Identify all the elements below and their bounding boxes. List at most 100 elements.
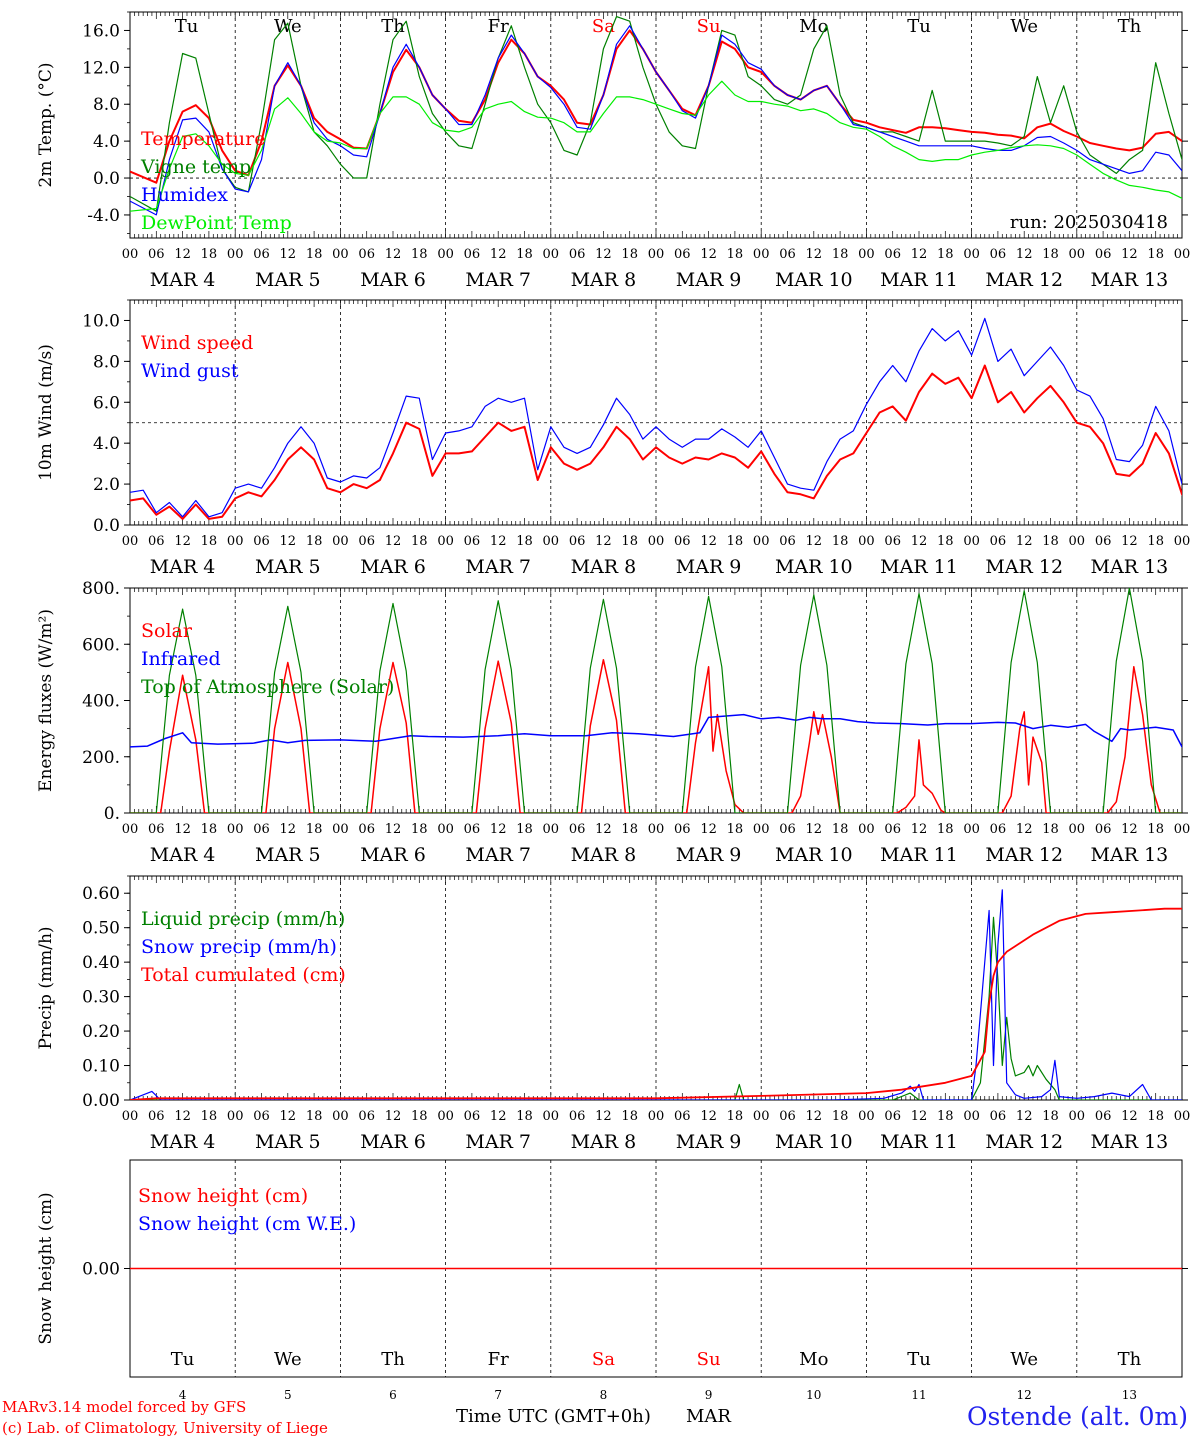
hour-label: 06: [569, 247, 586, 262]
y-tick-label: 400.: [82, 692, 120, 712]
hour-label: 12: [595, 534, 612, 549]
hour-label: 18: [1042, 1109, 1059, 1124]
hour-label: 00: [227, 1109, 244, 1124]
hour-label: 18: [306, 534, 323, 549]
date-label: MAR 4: [150, 1131, 216, 1153]
hour-label: 12: [700, 1109, 717, 1124]
hour-label: 00: [648, 822, 665, 837]
hour-label: 06: [674, 247, 691, 262]
date-label: MAR 11: [880, 269, 958, 291]
hour-label: 18: [1042, 822, 1059, 837]
hour-label: 06: [148, 534, 165, 549]
hour-label: 18: [937, 822, 954, 837]
hour-ticks: [129, 588, 1183, 813]
hour-label: 00: [1069, 247, 1086, 262]
date-label: MAR 5: [255, 844, 321, 866]
hour-label: 18: [727, 247, 744, 262]
weekday-label: Su: [697, 1349, 721, 1370]
date-label: MAR 11: [880, 1131, 958, 1153]
date-label: MAR 4: [150, 844, 216, 866]
hour-label: 12: [280, 1109, 297, 1124]
date-label: MAR 7: [465, 844, 531, 866]
hour-label: 06: [674, 822, 691, 837]
hour-label: 12: [1016, 822, 1033, 837]
day-number-label: 11: [911, 1388, 926, 1402]
y-tick-label: 10.0: [82, 311, 120, 331]
hour-label: 12: [385, 534, 402, 549]
hour-label: 12: [806, 822, 823, 837]
y-tick-label: 0.20: [82, 1022, 120, 1042]
hour-label: 00: [753, 247, 770, 262]
date-label: MAR 10: [775, 556, 853, 578]
hour-label: 06: [884, 534, 901, 549]
weekday-label: Tu: [907, 1349, 931, 1370]
hour-label: 06: [253, 534, 270, 549]
hour-label: 06: [884, 247, 901, 262]
y-tick-label: 0.60: [82, 884, 120, 904]
hour-label: 06: [358, 1109, 375, 1124]
hour-label: 18: [832, 1109, 849, 1124]
hour-label: 12: [700, 822, 717, 837]
hour-label: 18: [516, 247, 533, 262]
run-label: run: 2025030418: [1010, 212, 1168, 233]
series-line-wind-gust: [130, 317, 1182, 518]
weekday-label: Tu: [175, 16, 199, 37]
legend-entry: Snow height (cm): [138, 1185, 308, 1207]
hour-label: 12: [385, 247, 402, 262]
hour-label: 12: [490, 1109, 507, 1124]
y-tick-label: 0.: [104, 804, 120, 824]
weekday-label: We: [1010, 1349, 1038, 1370]
legend-entry: Temperature: [141, 128, 265, 150]
hour-label: 18: [727, 822, 744, 837]
hour-label: 18: [937, 534, 954, 549]
date-label: MAR 13: [1091, 844, 1169, 866]
hour-label: 00: [122, 822, 139, 837]
legend-entry: Wind gust: [141, 360, 239, 382]
panel-precip: 0.00 0.10 0.20 0.30 0.40 0.50 0.60 Precip (mm/h…: [36, 875, 1190, 1153]
hour-label: 18: [937, 1109, 954, 1124]
date-label: MAR 13: [1091, 556, 1169, 578]
hour-label: 18: [201, 247, 218, 262]
date-label: MAR 5: [255, 1131, 321, 1153]
hour-label: 18: [727, 534, 744, 549]
date-label: MAR 8: [571, 844, 637, 866]
y-tick-label: 0.30: [82, 988, 120, 1008]
hour-label: 06: [674, 534, 691, 549]
hour-label: 18: [621, 822, 638, 837]
date-label: MAR 10: [775, 269, 853, 291]
station-label: Ostende (alt. 0m): [967, 1402, 1188, 1431]
date-label: MAR 4: [150, 556, 216, 578]
date-label: MAR 5: [255, 269, 321, 291]
hour-label: 18: [832, 534, 849, 549]
hour-label: 18: [306, 1109, 323, 1124]
hour-label: 12: [1121, 247, 1138, 262]
hour-label: 12: [1016, 247, 1033, 262]
date-label: MAR 11: [880, 556, 958, 578]
series-line-temperature: [130, 29, 1182, 184]
day-number-label: 7: [494, 1388, 502, 1402]
day-number-label: 9: [705, 1388, 713, 1402]
hour-label: 06: [779, 247, 796, 262]
hour-label: 18: [306, 247, 323, 262]
y-tick-label: 0.00: [82, 1260, 120, 1280]
series-line-top-of-atmosphere-solar-: [130, 588, 1182, 813]
hour-label: 18: [727, 1109, 744, 1124]
date-label: MAR 10: [775, 1131, 853, 1153]
y-tick-label: 0.40: [82, 953, 120, 973]
hour-label: 06: [1095, 534, 1112, 549]
hour-label: 00: [227, 534, 244, 549]
weekday-label: We: [274, 1349, 302, 1370]
hour-label: 06: [884, 822, 901, 837]
date-label: MAR 13: [1091, 269, 1169, 291]
hour-label: 00: [122, 534, 139, 549]
hour-label: 18: [621, 247, 638, 262]
hour-label: 18: [201, 822, 218, 837]
hour-label: 18: [411, 822, 428, 837]
hour-label: 06: [674, 1109, 691, 1124]
date-label: MAR 6: [360, 556, 426, 578]
credit-line-1: MARv3.14 model forced by GFS: [2, 1398, 247, 1416]
y-tick-label: 0.0: [93, 516, 120, 536]
hour-label: 18: [937, 247, 954, 262]
date-label: MAR 9: [676, 269, 742, 291]
hour-label: 00: [1174, 247, 1191, 262]
